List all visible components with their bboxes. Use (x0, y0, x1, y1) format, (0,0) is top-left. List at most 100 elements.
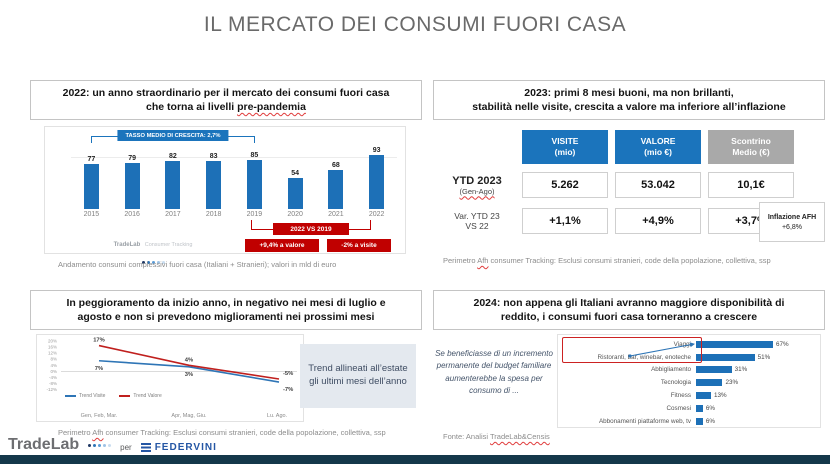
table-header-row: VISITE (mio) VALORE (mio €) Scontrino Me… (439, 130, 825, 164)
panel-2023-footnote: Perimetro Afh consumer Tracking: Esclusi… (443, 256, 771, 265)
budget-side-note: Se beneficiasse di un incremento permane… (435, 349, 553, 396)
spend-value: 51% (757, 353, 771, 361)
panel-2024: 2024: non appena gli Italiani avranno ma… (433, 290, 825, 448)
spend-row: Abbonamenti piattaforme web, tv 6% (560, 415, 818, 428)
trend-line-visite (98, 359, 280, 383)
bar-value: 77 (87, 156, 96, 164)
growth-label: TASSO MEDIO DI CRESCITA: 2,7% (117, 130, 229, 141)
dot-icon (151, 261, 155, 264)
bar-column: 83 (193, 153, 234, 209)
panel-2023-header: 2023: primi 8 mesi buoni, ma non brillan… (433, 80, 825, 120)
bar-year-label: 2020 (287, 211, 303, 218)
valore-legend-swatch (119, 395, 131, 397)
spend-value: 23% (725, 379, 739, 387)
panel-2023: 2023: primi 8 mesi buoni, ma non brillan… (433, 80, 825, 280)
spend-bar (696, 340, 774, 348)
spend-bar (696, 392, 711, 400)
afh-bars: 77 79 82 83 85 54 68 93 (71, 143, 397, 209)
bar-value: 82 (168, 153, 177, 161)
spend-value: 13% (713, 392, 727, 400)
bar-year-label: 2018 (205, 211, 222, 218)
svg-text:-4%: -4% (49, 375, 57, 380)
spend-value: 67% (776, 340, 789, 348)
bar (287, 177, 303, 209)
spend-label: Fitness (670, 392, 691, 400)
vs-bracket: 2022 VS 2019 (251, 220, 371, 235)
table-row-var: Var. YTD 23 VS 22 +1,1% +4,9% +3,7% (439, 208, 825, 234)
arrow-up-icon (628, 342, 695, 358)
svg-text:8%: 8% (50, 357, 57, 362)
bar-column: 93 (356, 147, 397, 209)
svg-text:3%: 3% (185, 372, 193, 378)
panel-trend: In peggioramento da inizio anno, in nega… (30, 290, 422, 448)
col-visite: VISITE (mio) (522, 130, 608, 164)
header-line2: reddito, i consumi fuori casa torneranno… (500, 311, 758, 323)
gridline (71, 157, 397, 158)
cell-valore-var: +4,9% (615, 208, 701, 234)
footer-strip (0, 455, 830, 464)
visits-badge: -2% a visite (327, 239, 391, 252)
bar-column: 77 (71, 156, 112, 209)
bar-year-label: 2019 (246, 211, 263, 218)
header-line1: 2024: non appena gli Italiani avranno ma… (473, 296, 785, 309)
per-label: per (120, 443, 132, 452)
bar-column: 85 (234, 152, 275, 209)
col-scontrino: Scontrino Medio (€) (708, 130, 794, 164)
panel-trend-footnote: Perimetro Afh consumer Tracking: Esclusi… (58, 428, 386, 437)
svg-text:12%: 12% (48, 351, 57, 356)
svg-text:16%: 16% (48, 345, 57, 350)
bar (83, 164, 99, 209)
panel-2022-footnote: Andamento consumi complessivi fuori casa… (58, 260, 337, 269)
svg-text:-5%: -5% (283, 371, 293, 377)
dot-icon (93, 444, 97, 447)
x-label-q1: Gen, Feb, Mar. (80, 413, 118, 419)
spend-row: Abbigliamento 31% (560, 364, 818, 377)
bar-column: 68 (316, 162, 357, 209)
header-line1: In peggioramento da inizio anno, in nega… (66, 296, 386, 309)
bar (328, 169, 344, 209)
vs-2019-badge: 2022 VS 2019 (273, 223, 349, 235)
spend-value: 31% (734, 366, 748, 374)
page-title: IL MERCATO DEI CONSUMI FUORI CASA (203, 13, 627, 36)
spend-row: Cosmesi 6% (560, 402, 818, 415)
spend-label: Ristoranti, bar, winebar, enoteche (597, 353, 691, 361)
tradelab-consumer-tracking-logo: TradeLab Consumer Tracking (103, 233, 203, 269)
svg-text:-7%: -7% (283, 387, 293, 393)
svg-text:7%: 7% (95, 366, 103, 372)
spend-label: Viaggi (673, 340, 691, 348)
svg-text:0%: 0% (50, 369, 57, 374)
bar-value: 93 (372, 147, 381, 155)
bar-value: 85 (250, 151, 259, 159)
spend-bar (696, 353, 755, 361)
value-badge: +9,4% a valore (245, 239, 319, 252)
dot-icon (88, 444, 92, 447)
panel-trend-header: In peggioramento da inizio anno, in nega… (30, 290, 422, 330)
federvini-name: FEDERVINI (154, 442, 217, 453)
tradelab-footer-dots-icon (87, 434, 112, 452)
header-line2: agosto e non si prevedono miglioramenti … (77, 311, 375, 323)
afh-years: 2015 2016 2017 2018 2019 2020 2021 2022 (71, 211, 397, 218)
dot-icon (103, 444, 107, 447)
spend-rows: Viaggi 67% Ristoranti, bar, winebar, enote… (560, 338, 818, 428)
panel-2022: 2022: un anno straordinario per il merca… (30, 80, 422, 280)
spend-bar (696, 417, 703, 425)
bar-value: 68 (331, 161, 340, 169)
line-chart-box: 20% 16% 12% 8% 4% 0% -4% -8% -12% 7% 3% -7% 17% 4% -5%… (36, 334, 304, 422)
col-valore: VALORE (mio €) (615, 130, 701, 164)
cell-visite-ytd: 5.262 (522, 172, 608, 198)
panel-2024-footnote: Fonte: Analisi TradeLab&Censis (443, 432, 550, 441)
header-line2: stabilità nelle visite, crescita a valor… (472, 101, 786, 113)
bar-column: 79 (112, 155, 153, 209)
panel-2024-header: 2024: non appena gli Italiani avranno ma… (433, 290, 825, 330)
cell-scontrino-ytd: 10,1€ (708, 172, 794, 198)
header-line2: che torna ai livelli pre-pandemia (146, 101, 306, 113)
inflation-box: Inflazione AFH +6,8% (759, 202, 825, 242)
tradelab-dots-icon (103, 251, 203, 269)
header-line1: 2022: un anno straordinario per il merca… (62, 86, 390, 99)
spend-row: Viaggi 67% (560, 338, 818, 351)
svg-text:4%: 4% (50, 363, 57, 368)
panel-2022-header: 2022: un anno straordinario per il merca… (30, 80, 422, 120)
spend-row: Ristoranti, bar, winebar, enoteche 51% (560, 351, 818, 364)
table-row-ytd: YTD 2023 (Gen-Ago) 5.262 53.042 10,1€ (439, 172, 825, 198)
